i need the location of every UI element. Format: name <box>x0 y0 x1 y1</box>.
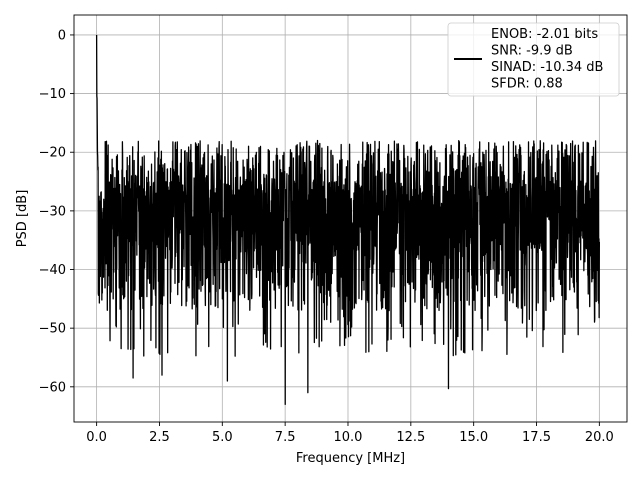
y-tick-label: −10 <box>39 87 66 102</box>
y-tick-label: −50 <box>39 322 66 337</box>
x-tick-label: 0.0 <box>86 430 107 445</box>
x-tick-label: 2.5 <box>149 430 170 445</box>
y-axis-label: PSD [dB] <box>15 190 30 248</box>
x-axis-ticks: 0.0 2.5 5.0 7.5 10.0 12.5 15.0 17.5 20.0 <box>86 422 614 445</box>
legend-sinad: SINAD: -10.34 dB <box>491 60 603 75</box>
plot-area <box>95 34 600 406</box>
legend-sfdr: SFDR: 0.88 <box>491 77 563 92</box>
y-tick-label: −40 <box>39 263 66 278</box>
y-tick-label: −30 <box>39 204 66 219</box>
x-tick-label: 17.5 <box>522 430 551 445</box>
x-tick-label: 12.5 <box>396 430 425 445</box>
psd-series-line <box>95 34 600 406</box>
x-tick-label: 15.0 <box>459 430 488 445</box>
x-tick-label: 20.0 <box>585 430 614 445</box>
y-tick-label: 0 <box>58 28 66 43</box>
y-tick-label: −20 <box>39 146 66 161</box>
x-tick-label: 7.5 <box>275 430 296 445</box>
x-tick-label: 5.0 <box>212 430 233 445</box>
legend: ENOB: -2.01 bits SNR: -9.9 dB SINAD: -10… <box>447 22 620 97</box>
legend-enob: ENOB: -2.01 bits <box>491 27 598 42</box>
y-axis-ticks: 0 −10 −20 −30 −40 −50 −60 <box>39 28 74 395</box>
axes-frame <box>73 14 628 423</box>
legend-box <box>447 22 620 97</box>
x-tick-label: 10.0 <box>334 430 363 445</box>
legend-snr: SNR: -9.9 dB <box>491 44 573 59</box>
y-tick-label: −60 <box>39 380 66 395</box>
x-axis-label: Frequency [MHz] <box>296 451 405 466</box>
